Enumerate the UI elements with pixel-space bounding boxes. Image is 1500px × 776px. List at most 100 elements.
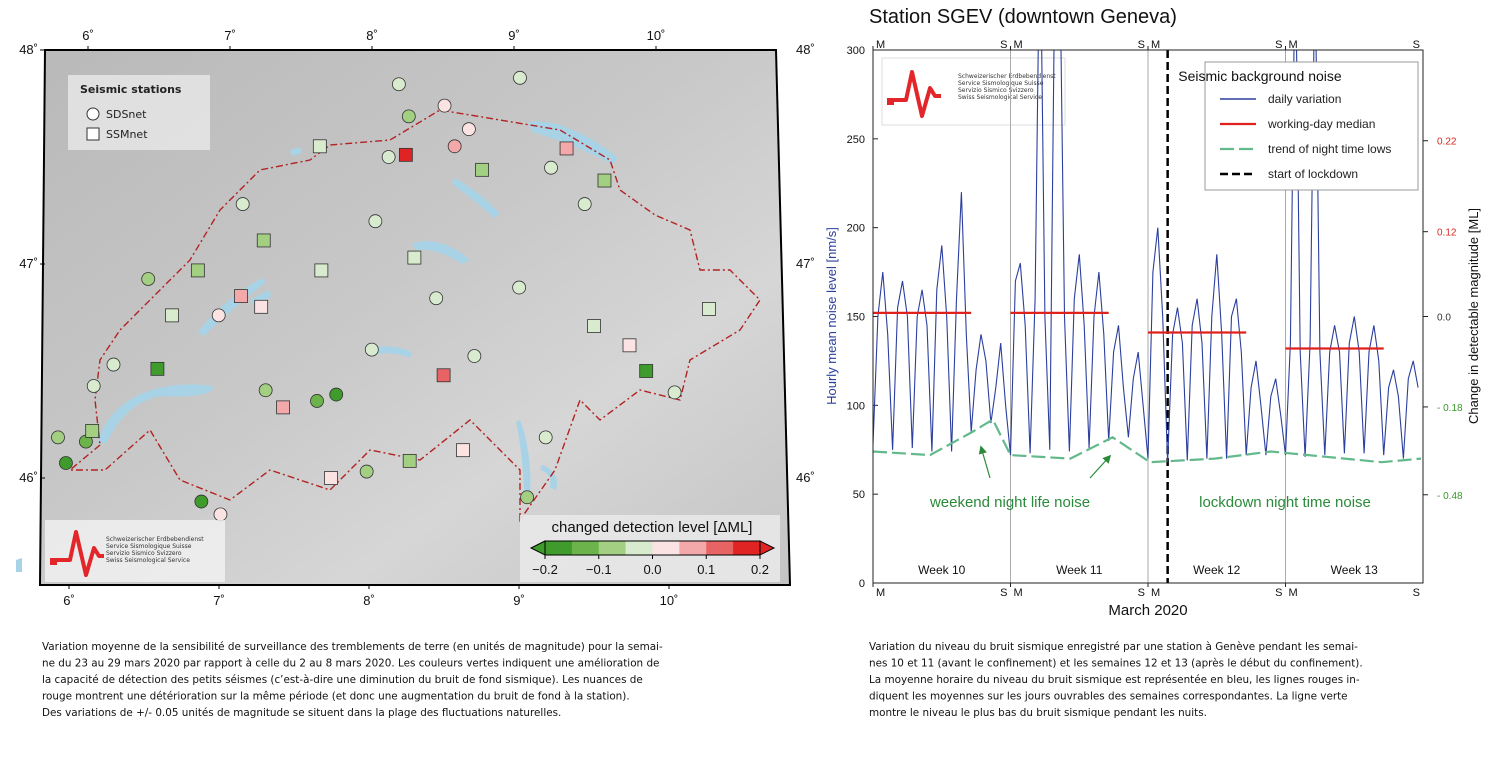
legend-label: SDSnet [106, 108, 147, 121]
week-end-label: S [1413, 587, 1420, 599]
station-ssmnet [436, 368, 451, 383]
station-ssmnet [324, 471, 338, 485]
station-sdsnet [51, 430, 65, 445]
caption-line: Des variations de +/- 0.05 unités de mag… [42, 707, 561, 719]
y-tick-label: 0 [859, 578, 865, 590]
caption-line: Variation du niveau du bruit sismique en… [869, 641, 1358, 653]
y2-tick-label: 0.22 [1437, 137, 1457, 148]
logo-text: Service Sismologique Suisse [958, 80, 1044, 87]
station-ssmnet [256, 233, 271, 248]
station-ssmnet [254, 299, 269, 314]
station-ssmnet [559, 141, 574, 156]
colorbar-segment [625, 541, 653, 555]
week-end-label: S [1000, 587, 1007, 599]
week-start-label: M [876, 39, 885, 51]
station-sdsnet [235, 197, 250, 211]
lon-tick-label: 7˚ [213, 593, 225, 608]
colorbar-tick-label: −0.2 [532, 562, 558, 577]
station-sdsnet [329, 387, 344, 402]
week-end-label: S [1138, 587, 1145, 599]
colorbar-segment [706, 541, 734, 555]
station-sdsnet [437, 98, 452, 113]
colorbar-segment [598, 541, 626, 555]
week-start-label: M [1289, 39, 1298, 51]
y-tick-label: 300 [847, 45, 865, 57]
station-sdsnet [462, 122, 476, 137]
station-ssmnet [702, 302, 716, 316]
captions: Variation moyenne de la sensibilité de s… [42, 641, 1363, 719]
logo-text: Servizio Sismico Svizzero [106, 550, 182, 557]
station-sdsnet [381, 150, 396, 164]
station-sdsnet [538, 430, 553, 445]
station-sdsnet [577, 197, 592, 211]
lon-tick-label: 9˚ [513, 593, 525, 608]
logo-text: Servizio Sismico Svizzero [958, 87, 1034, 94]
station-sdsnet [391, 77, 406, 92]
station-sdsnet [520, 490, 535, 505]
logo-text: Service Sismologique Suisse [106, 543, 192, 550]
week-label: Week 13 [1331, 563, 1378, 577]
colorbar-segment [679, 541, 707, 555]
station-ssmnet [312, 139, 327, 154]
logo-text: Swiss Seismological Service [106, 557, 190, 564]
legend-label: daily variation [1268, 92, 1341, 106]
station-sdsnet [467, 349, 482, 363]
lon-tick-label: 8˚ [366, 28, 378, 43]
station-sdsnet [141, 272, 156, 286]
station-ssmnet [85, 424, 100, 438]
week-label: Week 12 [1193, 563, 1240, 577]
y-tick-label: 150 [847, 312, 865, 324]
annotation: lockdown night time noise [1199, 494, 1371, 511]
station-ssmnet [597, 173, 612, 188]
y2-tick-label: 0.12 [1437, 228, 1457, 239]
station-sdsnet [429, 291, 444, 306]
plot: 0 50 100 150 200 250 300 0.22 0.12 0.0 - 0.18 - 0.4… [847, 39, 1463, 599]
legend-label: trend of night time lows [1268, 142, 1391, 156]
station-sdsnet [364, 342, 379, 357]
colorbar-segment [652, 541, 680, 555]
y2-tick-label: 0.0 [1437, 313, 1451, 324]
week-start-label: M [1151, 587, 1160, 599]
lakes [16, 121, 618, 572]
y-tick-label: 50 [853, 489, 865, 501]
lon-tick-label: 10˚ [647, 28, 666, 43]
legend-title: Seismic background noise [1178, 68, 1342, 84]
lon-tick-label: 8˚ [363, 593, 375, 608]
map-frame [38, 49, 792, 586]
lon-tick-label: 6˚ [63, 593, 75, 608]
colorbar-tick-label: 0.2 [751, 562, 769, 577]
station-sdsnet [213, 507, 228, 522]
map-legend: Seismic stations SDSnet SSMnet [68, 75, 210, 150]
station-sdsnet [194, 494, 209, 509]
stations [51, 70, 716, 522]
week-end-label: S [1138, 39, 1145, 51]
chart-logo: Schweizerischer Erdbebendienst Service S… [881, 57, 1066, 126]
logo-text: Schweizerischer Erdbebendienst [106, 536, 204, 543]
week-end-label: S [1275, 39, 1282, 51]
legend-label: working-day median [1267, 117, 1375, 131]
y2-axis-label: Change in detectable magnitude [ML] [1466, 208, 1481, 424]
legend-square [86, 127, 100, 141]
lat-tick-label: 48˚ [796, 42, 815, 57]
series-line [873, 417, 1422, 464]
colorbar-label: changed detection level [ΔML] [552, 519, 753, 536]
map: Seismic stations SDSnet SSMnet Schweizer… [16, 49, 792, 586]
legend-label: SSMnet [106, 128, 148, 141]
caption-line: montre le niveau le plus bas du bruit si… [869, 707, 1207, 719]
caption-line: la capacité de détection des petits séis… [42, 674, 643, 686]
logo-text: Swiss Seismological Service [958, 94, 1042, 101]
station-ssmnet [276, 400, 290, 415]
y2-tick-label: - 0.18 [1437, 403, 1463, 414]
station-ssmnet [190, 263, 205, 278]
annotation-arrow [1089, 454, 1112, 479]
station-ssmnet [475, 162, 489, 177]
colorbar-tick-label: −0.1 [586, 562, 612, 577]
station-ssmnet [402, 453, 417, 468]
colorbar-tick-label: 0.0 [643, 562, 661, 577]
station-sdsnet [512, 280, 527, 295]
series-line [873, 311, 1384, 350]
week-start-label: M [1014, 39, 1023, 51]
station-ssmnet [165, 308, 179, 323]
station-sdsnet [310, 394, 324, 408]
caption-line: nes 10 et 11 (avant le confinement) et l… [869, 658, 1363, 670]
